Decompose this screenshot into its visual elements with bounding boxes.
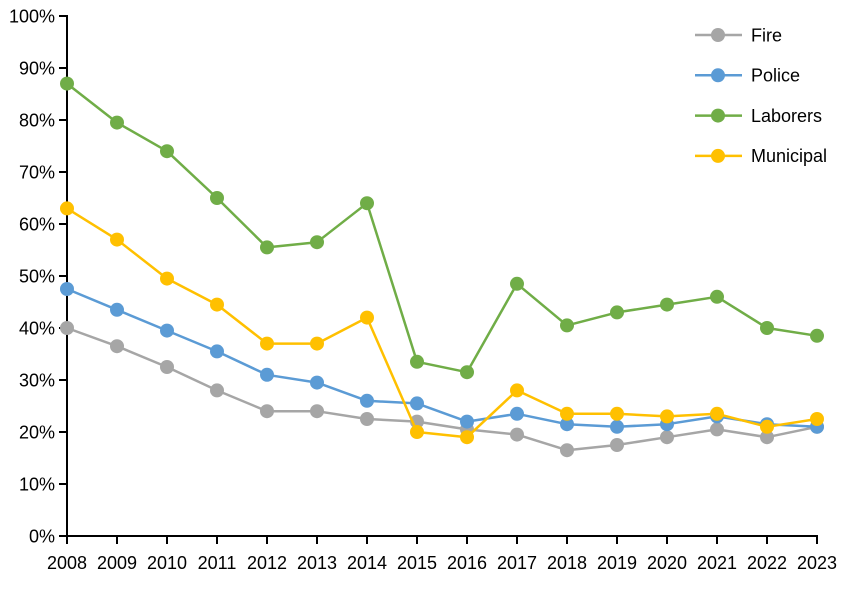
legend-label-laborers: Laborers [751,106,822,126]
data-point-municipal [360,310,374,325]
y-tick-label: 30% [19,370,55,390]
x-tick-label: 2019 [597,553,637,573]
data-point-municipal [810,412,824,426]
data-point-police [310,375,324,390]
data-point-laborers [510,276,524,291]
legend-label-fire: Fire [751,25,782,45]
data-point-police [160,323,174,338]
x-tick-label: 2010 [147,553,187,573]
data-point-laborers [360,196,374,211]
data-point-fire [260,404,274,419]
data-point-laborers [810,328,824,343]
x-tick-label: 2022 [747,553,787,573]
series-line-laborers [65,82,819,374]
data-point-fire [360,412,374,426]
data-point-fire [310,404,324,419]
x-tick-label: 2013 [297,553,337,573]
series-line-fire [65,326,819,452]
data-point-fire [710,422,724,437]
x-tick-label: 2018 [547,553,587,573]
x-tick-label: 2011 [198,553,237,573]
data-point-municipal [110,232,124,247]
data-point-municipal [260,336,274,351]
data-point-laborers [310,235,324,250]
data-point-municipal [610,406,624,421]
data-point-fire [610,438,624,452]
data-point-fire [60,321,74,335]
data-point-police [560,417,574,432]
data-point-police [610,419,624,434]
legend-label-police: Police [751,66,800,86]
series-line-municipal [65,207,819,439]
x-tick-label: 2021 [697,553,737,573]
y-tick-label: 20% [19,422,55,442]
x-tick-label: 2009 [97,553,137,573]
data-point-laborers [60,76,74,91]
data-point-laborers [660,297,674,312]
y-tick-label: 100% [9,6,55,26]
data-point-police [360,393,374,408]
data-point-municipal [560,406,574,421]
x-tick-label: 2020 [647,553,687,573]
y-tick-label: 90% [19,58,55,78]
legend-marker-municipal [711,148,725,163]
data-point-fire [560,443,574,458]
data-point-municipal [660,409,674,424]
x-tick-label: 2012 [247,553,287,573]
y-tick-label: 0% [29,526,55,546]
data-point-laborers [110,115,124,130]
x-tick-label: 2017 [497,553,537,573]
y-tick-label: 10% [19,474,55,494]
data-point-municipal [710,406,724,421]
series-line-police [65,287,819,429]
data-point-laborers [160,144,174,159]
y-tick-label: 40% [19,318,55,338]
data-point-municipal [310,336,324,351]
legend-marker-police [711,68,725,83]
x-tick-label: 2023 [797,553,837,573]
data-point-police [260,367,274,382]
y-tick-label: 80% [19,110,55,130]
data-point-municipal [410,425,424,439]
data-point-fire [660,430,674,445]
x-tick-label: 2015 [397,553,437,573]
data-point-laborers [460,365,474,380]
y-tick-label: 70% [19,162,55,182]
data-point-police [210,344,224,359]
data-point-police [510,406,524,421]
data-point-laborers [710,289,724,304]
x-tick-label: 2016 [447,553,487,573]
legend-marker-laborers [711,108,725,123]
data-point-laborers [760,321,774,335]
data-point-municipal [460,430,474,445]
data-point-laborers [610,305,624,320]
y-tick-label: 60% [19,214,55,234]
data-point-municipal [210,297,224,312]
data-point-laborers [260,240,274,255]
data-point-police [410,396,424,411]
data-point-municipal [510,383,524,398]
data-point-laborers [560,318,574,333]
data-point-police [60,282,74,296]
data-point-police [460,414,474,429]
data-point-laborers [210,191,224,205]
x-tick-label: 2014 [347,553,387,573]
data-point-fire [210,383,224,398]
data-point-municipal [60,201,74,216]
data-point-fire [160,360,174,374]
data-point-police [110,302,124,317]
data-point-laborers [410,354,424,369]
data-point-municipal [160,271,174,286]
legend-label-municipal: Municipal [751,146,827,166]
legend-marker-fire [711,28,725,42]
data-point-fire [510,427,524,442]
data-point-fire [110,339,124,354]
data-point-municipal [760,419,774,434]
x-tick-label: 2008 [47,553,87,573]
y-tick-label: 50% [19,266,55,286]
data-point-fire [760,430,774,445]
